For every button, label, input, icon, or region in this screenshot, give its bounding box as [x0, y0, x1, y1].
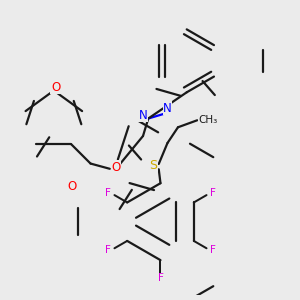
Text: S: S — [149, 159, 158, 172]
Text: F: F — [105, 188, 111, 198]
Text: O: O — [111, 160, 121, 174]
Text: N: N — [163, 101, 172, 115]
Text: CH₃: CH₃ — [199, 115, 218, 125]
Text: F: F — [210, 188, 216, 198]
Text: F: F — [105, 245, 111, 255]
Text: F: F — [210, 245, 216, 255]
Text: F: F — [158, 273, 164, 283]
Text: O: O — [68, 180, 76, 193]
Text: N: N — [139, 109, 147, 122]
Text: O: O — [51, 81, 60, 94]
